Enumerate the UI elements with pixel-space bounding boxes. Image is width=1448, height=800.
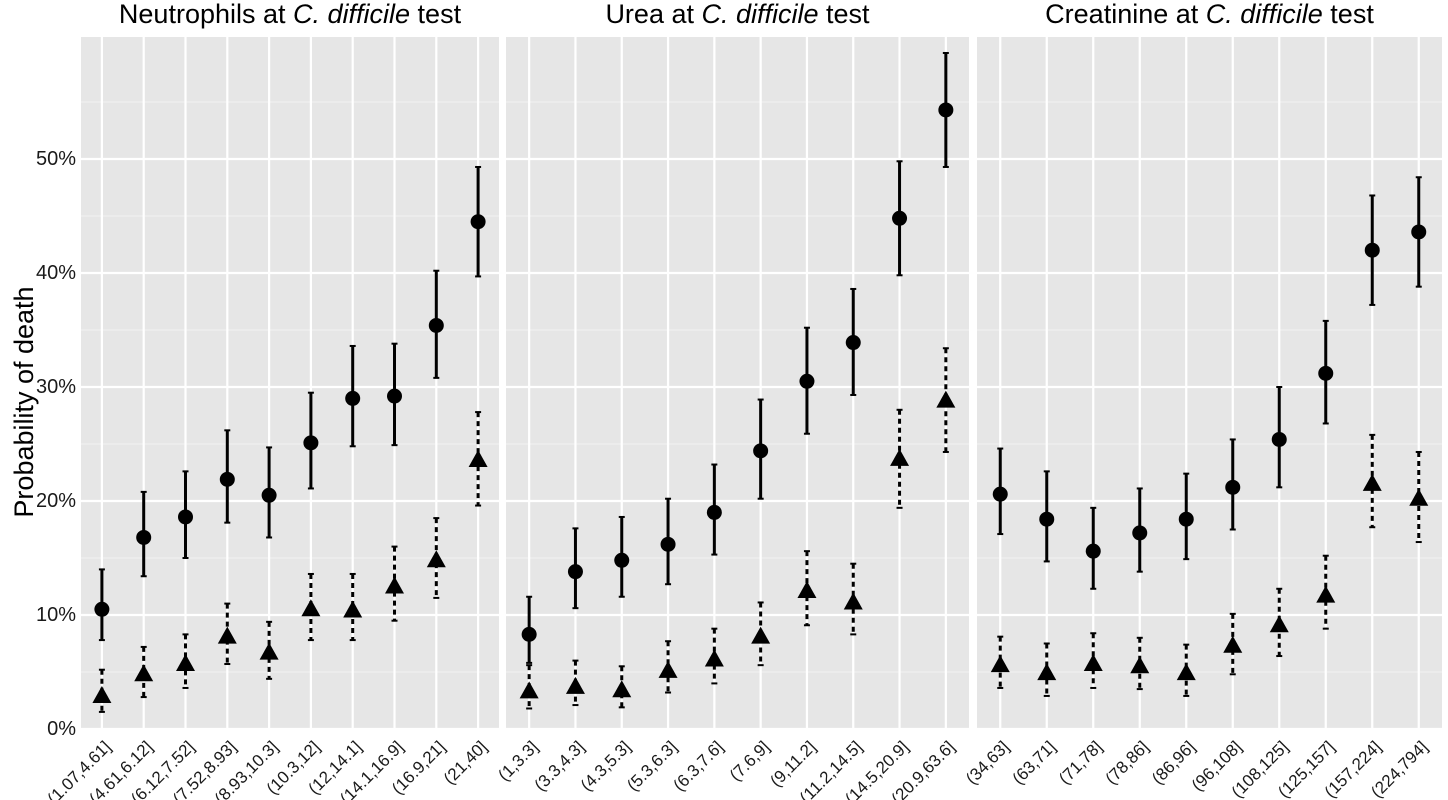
data-point-circle: [1085, 543, 1101, 559]
data-point-circle: [219, 471, 235, 487]
y-tick-label: 30%: [36, 376, 76, 398]
data-point-triangle: [658, 660, 678, 678]
data-point-triangle: [176, 654, 195, 672]
data-point-circle: [799, 373, 815, 389]
data-point-circle: [1364, 242, 1380, 258]
data-point-circle: [1411, 224, 1427, 240]
data-point-triangle: [1223, 635, 1243, 653]
panel-1: Neutrophils at C. difficile test(1.07,4.…: [44, 0, 499, 800]
data-point-triangle: [1362, 473, 1382, 491]
y-axis: 0% 10% 20% 30% 40% 50%: [36, 148, 76, 740]
y-tick-label: 50%: [36, 148, 76, 170]
data-point-circle: [261, 487, 277, 503]
data-point-triangle: [1083, 654, 1103, 672]
data-point-circle: [1271, 431, 1287, 447]
x-tick-label: (34,63]: [962, 737, 1013, 788]
data-point-circle: [178, 509, 193, 525]
data-point-triangle: [468, 449, 488, 467]
y-tick-label: 0%: [47, 718, 76, 740]
x-tick-label: (3.3,4.3]: [531, 737, 589, 795]
panel-background: [506, 37, 969, 729]
data-point-circle: [1225, 479, 1241, 495]
data-point-circle: [992, 486, 1008, 502]
data-point-triangle: [1409, 488, 1429, 506]
data-point-triangle: [1269, 615, 1289, 633]
data-point-triangle: [385, 576, 404, 594]
panel-title: Creatinine at C. difficile test: [1045, 0, 1374, 29]
series-circle: [94, 165, 486, 642]
series-circle: [521, 51, 954, 664]
panel-background: [977, 37, 1442, 729]
data-point-triangle: [751, 626, 771, 644]
data-point-triangle: [990, 655, 1010, 673]
data-point-circle: [1039, 511, 1055, 527]
data-point-circle: [938, 102, 954, 118]
data-point-triangle: [890, 448, 910, 466]
data-point-circle: [136, 529, 152, 545]
panel-title: Urea at C. difficile test: [605, 0, 870, 29]
data-point-circle: [345, 390, 361, 406]
data-point-circle: [892, 210, 908, 226]
series-triangle: [519, 347, 956, 710]
data-point-triangle: [936, 390, 956, 408]
y-axis-label: Probability of death: [9, 286, 39, 517]
data-point-circle: [845, 335, 861, 351]
data-point-triangle: [843, 592, 863, 610]
data-point-circle: [470, 214, 486, 230]
data-point-triangle: [1176, 663, 1196, 681]
data-point-circle: [94, 601, 110, 617]
data-point-triangle: [612, 680, 632, 698]
y-tick-label: 40%: [36, 262, 76, 284]
x-tick-label: (21,40]: [440, 737, 491, 788]
data-point-triangle: [343, 600, 363, 618]
x-tick-label: (78,86]: [1102, 737, 1153, 788]
data-point-circle: [521, 626, 537, 642]
data-point-circle: [706, 504, 722, 520]
panel-background: [81, 37, 499, 729]
data-point-circle: [614, 552, 630, 568]
data-point-triangle: [426, 550, 446, 568]
data-point-triangle: [217, 626, 237, 644]
data-point-triangle: [1037, 663, 1057, 681]
data-point-circle: [753, 443, 769, 459]
data-point-circle: [303, 435, 319, 451]
series-circle: [992, 176, 1427, 590]
data-point-triangle: [704, 649, 724, 667]
data-point-triangle: [1130, 656, 1150, 674]
data-point-circle: [660, 536, 676, 552]
x-tick-label: (5.3,6.3]: [623, 737, 681, 795]
x-tick-label: (4.3,5.3]: [577, 737, 635, 795]
panel-2: Urea at C. difficile test(1,3.3](3.3,4.3…: [494, 0, 969, 800]
y-tick-label: 10%: [36, 604, 76, 626]
data-point-triangle: [259, 642, 279, 660]
data-point-triangle: [134, 664, 154, 682]
panel-title: Neutrophils at C. difficile test: [119, 0, 462, 29]
panel-3: Creatinine at C. difficile test (34,63](6…: [962, 0, 1442, 800]
x-tick-label: (63,71]: [1009, 737, 1060, 788]
data-point-triangle: [92, 685, 112, 703]
data-point-triangle: [519, 681, 539, 699]
series-triangle: [990, 433, 1429, 697]
data-point-circle: [387, 388, 402, 404]
x-tick-label: (71,78]: [1055, 737, 1106, 788]
data-point-circle: [428, 317, 444, 333]
x-tick-label: (6.3,7.6]: [670, 737, 728, 795]
data-point-triangle: [301, 599, 321, 617]
data-point-circle: [1178, 511, 1194, 527]
series-triangle: [92, 411, 488, 713]
data-point-triangle: [797, 581, 817, 599]
data-point-triangle: [1316, 585, 1336, 603]
panels-layer: Neutrophils at C. difficile test(1.07,4.…: [44, 0, 1442, 800]
y-tick-label: 20%: [36, 490, 76, 512]
data-point-circle: [1132, 525, 1148, 541]
data-point-circle: [1318, 365, 1334, 381]
data-point-triangle: [565, 676, 585, 694]
data-point-circle: [567, 564, 583, 580]
